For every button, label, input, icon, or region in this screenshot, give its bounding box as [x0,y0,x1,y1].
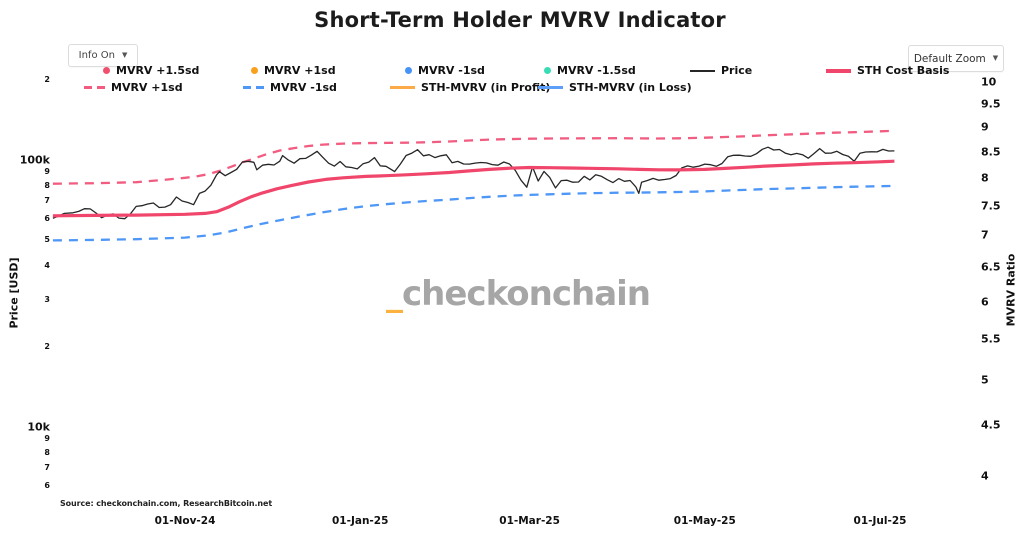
legend-item[interactable]: MVRV -1sd [243,80,337,95]
legend-item-label: MVRV -1.5sd [557,64,636,77]
price-axis-title: Price [USD] [7,257,21,329]
date-tick-label: 01-Jan-25 [331,515,389,527]
legend-item-label: STH Cost Basis [857,64,950,77]
mvrv-axis-title: MVRV Ratio [1004,253,1018,327]
mvrv-tick-label: 4.5 [981,418,1001,432]
legend-item-label: Price [721,64,753,77]
legend-dot-icon [103,67,110,74]
legend-dot-icon [405,67,412,74]
legend-dash-icon [243,86,264,89]
legend-item-label: MVRV -1sd [418,64,485,77]
legend-line-icon [690,69,715,72]
legend-item[interactable]: STH-MVRV (in Loss) [538,80,692,95]
dropdown-arrow-icon: ▼ [121,51,128,59]
mvrv-tick-label: 5 [981,373,989,387]
legend-line-icon [826,68,851,73]
date-tick-label: 01-Jul-25 [853,515,907,527]
price-tick-label: 4 [44,261,50,271]
price-tick-label: 6 [44,214,50,224]
mvrv-tick-label: 7.5 [981,199,1001,213]
legend-item-label: STH-MVRV (in Loss) [569,81,692,94]
legend-item[interactable]: STH-MVRV (in Profit) [390,80,550,95]
dropdown-arrow-icon: ▼ [992,54,999,62]
mvrv-tick-label: 10 [981,75,997,89]
legend-item[interactable]: MVRV +1sd [251,63,336,78]
date-tick-label: 01-May-25 [673,515,736,527]
price-tick-label: 9 [44,167,50,177]
legend-item-label: MVRV +1sd [264,64,336,77]
info-dropdown-button[interactable]: Info On ▼ [68,44,138,67]
legend-item[interactable]: MVRV -1sd [405,63,485,78]
price-tick-label: 8 [44,447,50,457]
legend-dash-icon [84,86,105,89]
watermark: _checkonchain [386,274,651,314]
mvrv-tick-label: 8 [981,171,989,185]
legend-item-label: MVRV +1.5sd [116,64,200,77]
legend-item[interactable]: STH Cost Basis [826,63,949,78]
mvrv-tick-label: 6 [981,295,989,309]
legend-dot-icon [251,67,258,74]
mvrv-tick-label: 8.5 [981,145,1001,159]
price-tick-label: 6 [44,481,50,491]
price-tick-label: 2 [44,74,50,84]
date-tick-label: 01-Mar-25 [499,515,560,527]
mvrv-minus1sd-line [52,184,895,242]
source-note: Source: checkonchain.com, ResearchBitcoi… [60,499,273,508]
mvrv-plus1sd-line [52,129,895,185]
watermark-underscore: _ [386,274,403,314]
price-tick-label: 9 [44,434,50,444]
legend-line-icon [538,86,563,89]
legend-item[interactable]: Price [690,63,752,78]
chart-title: Short-Term Holder MVRV Indicator [314,8,726,32]
price-tick-label: 8 [44,180,50,190]
date-tick-label: 01-Nov-24 [154,515,216,527]
legend-item[interactable]: MVRV +1sd [84,80,183,95]
zoom-dropdown-button[interactable]: Default Zoom ▼ [908,45,1004,72]
mvrv-tick-label: 9 [981,120,989,134]
mvrv-tick-label: 7 [981,228,989,242]
sth-cost-basis-line [52,159,895,218]
price-tick-label: 10k [27,420,50,434]
legend-dot-icon [544,67,551,74]
mvrv-tick-label: 5.5 [981,332,1001,346]
price-tick-label: 5 [44,235,50,245]
price-tick-label: 2 [44,341,50,351]
price-tick-label: 7 [44,196,50,206]
zoom-dropdown-label: Default Zoom [913,52,986,65]
legend-item-label: MVRV -1sd [270,81,337,94]
legend-line-icon [390,86,415,89]
price-tick-label: 100k [19,153,50,167]
legend-item[interactable]: MVRV -1.5sd [544,63,636,78]
legend-item[interactable]: MVRV +1.5sd [103,63,199,78]
price-tick-label: 7 [44,463,50,473]
legend-item-label: STH-MVRV (in Profit) [421,81,551,94]
price-tick-label: 3 [44,294,50,304]
watermark-text: checkonchain [402,274,651,314]
legend-item-label: MVRV +1sd [111,81,183,94]
mvrv-tick-label: 4 [981,469,989,483]
info-dropdown-label: Info On [78,50,115,61]
mvrv-tick-label: 6.5 [981,260,1001,274]
price-line [52,146,895,220]
mvrv-tick-label: 9.5 [981,97,1001,111]
